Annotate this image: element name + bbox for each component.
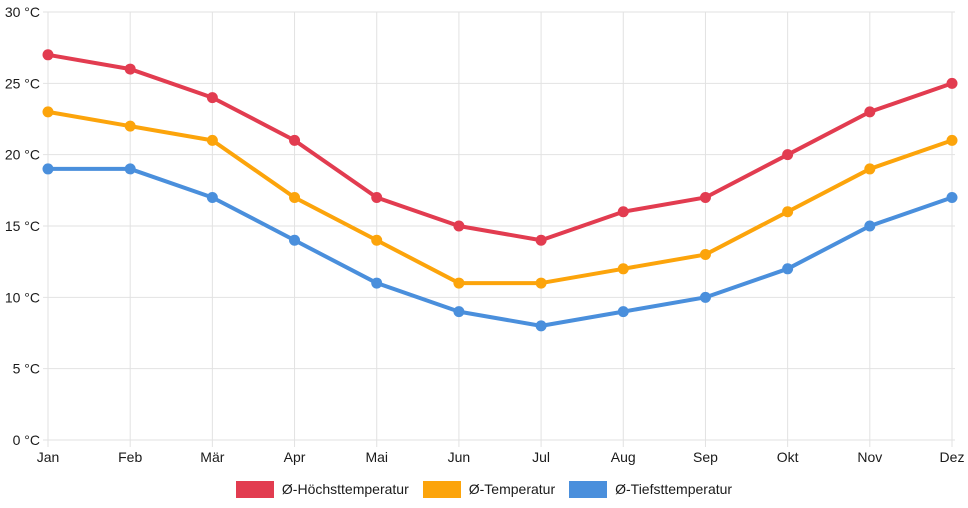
- data-point[interactable]: [289, 234, 301, 246]
- data-point[interactable]: [946, 134, 958, 146]
- data-point[interactable]: [864, 163, 876, 175]
- data-point[interactable]: [453, 306, 465, 318]
- data-point[interactable]: [864, 106, 876, 118]
- legend-swatch-hoechsttemperatur-icon: [235, 480, 274, 498]
- data-point[interactable]: [782, 206, 794, 218]
- legend-swatch-temperatur-icon: [422, 480, 461, 498]
- chart-canvas: 0 °C 5 °C 10 °C 15 °C 20 °C 25 °C 30 °C Jan Feb M…: [5, 4, 965, 465]
- legend-label-temperatur: Ø-Temperatur: [468, 481, 556, 497]
- x-axis-tick-label: Nov: [857, 449, 882, 465]
- legend-label-tiefsttemperatur: Ø-Tiefsttemperatur: [615, 481, 733, 497]
- x-axis-tick-label: Aug: [611, 449, 636, 465]
- data-point[interactable]: [535, 234, 547, 246]
- y-axis-tick-label: 25 °C: [5, 75, 40, 91]
- data-point[interactable]: [617, 263, 629, 275]
- x-axis-tick-label: Okt: [777, 449, 799, 465]
- series-line: [46, 52, 954, 243]
- x-axis-tick-label: Dez: [940, 449, 965, 465]
- data-point[interactable]: [124, 163, 136, 175]
- data-point[interactable]: [699, 291, 711, 303]
- data-point[interactable]: [617, 306, 629, 318]
- x-axis-tick-label: Mär: [200, 449, 224, 465]
- y-axis-tick-label: 30 °C: [5, 4, 40, 20]
- legend-label-hoechsttemperatur: Ø-Höchsttemperatur: [281, 481, 409, 497]
- data-point[interactable]: [946, 191, 958, 203]
- data-point[interactable]: [371, 234, 383, 246]
- y-axis-tick-label: 10 °C: [5, 289, 40, 305]
- x-axis-tick-label: Sep: [693, 449, 718, 465]
- data-point[interactable]: [371, 277, 383, 289]
- x-axis-tick-label: Jul: [532, 449, 550, 465]
- series-line: [46, 109, 954, 286]
- data-point[interactable]: [371, 191, 383, 203]
- x-axis-tick-label: Jun: [448, 449, 471, 465]
- data-point[interactable]: [289, 191, 301, 203]
- x-axis-tick-label: Apr: [284, 449, 306, 465]
- series-line: [46, 166, 954, 328]
- y-axis-tick-label: 0 °C: [13, 432, 40, 448]
- data-point[interactable]: [206, 134, 218, 146]
- legend-swatch-tiefsttemperatur-icon: [569, 480, 608, 498]
- data-point[interactable]: [699, 249, 711, 261]
- data-point[interactable]: [946, 77, 958, 89]
- data-point[interactable]: [42, 163, 54, 175]
- legend-item-tiefsttemperatur[interactable]: Ø-Tiefsttemperatur: [569, 480, 733, 498]
- y-axis-tick-label: 5 °C: [13, 361, 40, 377]
- data-point[interactable]: [453, 277, 465, 289]
- data-point[interactable]: [124, 63, 136, 75]
- data-point[interactable]: [206, 191, 218, 203]
- data-point[interactable]: [124, 120, 136, 132]
- data-point[interactable]: [535, 277, 547, 289]
- data-point[interactable]: [206, 92, 218, 104]
- x-axis-tick-label: Feb: [118, 449, 142, 465]
- y-axis-tick-label: 15 °C: [5, 218, 40, 234]
- data-point[interactable]: [782, 149, 794, 161]
- data-point[interactable]: [453, 220, 465, 232]
- data-point[interactable]: [782, 263, 794, 275]
- legend-item-hoechsttemperatur[interactable]: Ø-Höchsttemperatur: [235, 480, 409, 498]
- x-axis-tick-label: Jan: [37, 449, 60, 465]
- chart-legend: Ø-Höchsttemperatur Ø-Temperatur Ø-Tiefst…: [0, 474, 968, 504]
- data-point[interactable]: [42, 106, 54, 118]
- data-point[interactable]: [864, 220, 876, 232]
- data-point[interactable]: [699, 191, 711, 203]
- data-point[interactable]: [535, 320, 547, 332]
- data-point[interactable]: [617, 206, 629, 218]
- data-point[interactable]: [289, 134, 301, 146]
- y-axis-tick-label: 20 °C: [5, 147, 40, 163]
- legend-item-temperatur[interactable]: Ø-Temperatur: [422, 480, 556, 498]
- data-point[interactable]: [42, 49, 54, 61]
- x-axis-tick-label: Mai: [365, 449, 388, 465]
